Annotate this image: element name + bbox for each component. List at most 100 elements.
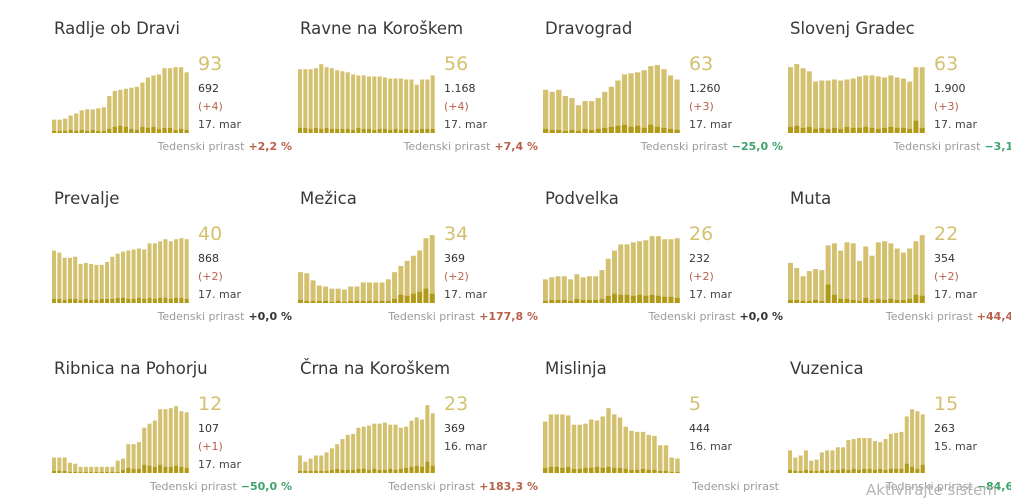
active-cases: 15 xyxy=(934,393,959,415)
new-cases-bar xyxy=(894,127,900,133)
active-bar xyxy=(430,413,435,473)
active-bar xyxy=(583,423,588,473)
new-cases-bar xyxy=(360,300,366,303)
active-bar xyxy=(602,91,608,133)
active-bar xyxy=(341,289,347,303)
new-cases-bar xyxy=(174,465,179,473)
new-cases-bar xyxy=(883,469,888,473)
new-cases-bar xyxy=(351,129,356,133)
active-bar xyxy=(813,81,819,133)
new-cases-bar xyxy=(648,124,654,133)
new-cases-bar xyxy=(409,466,414,473)
active-bar xyxy=(79,110,84,133)
active-bar xyxy=(420,79,425,133)
active-bar xyxy=(831,243,837,303)
active-bar xyxy=(568,279,574,303)
new-cases-bar xyxy=(830,469,835,473)
active-bar xyxy=(167,68,173,133)
active-bar xyxy=(73,463,78,473)
active-bar xyxy=(308,458,313,473)
new-cases-bar xyxy=(888,298,894,303)
new-cases-bar xyxy=(425,461,430,473)
new-cases-bar xyxy=(298,127,303,133)
active-bar xyxy=(94,264,99,303)
new-cases-bar xyxy=(835,469,840,473)
new-cases-bar xyxy=(825,284,831,303)
active-bar xyxy=(99,264,104,303)
new-cases-bar xyxy=(303,470,308,473)
weekly-growth: Tedenski prirast xyxy=(692,480,783,493)
new-cases-bar xyxy=(121,469,126,473)
active-bar xyxy=(813,269,819,303)
active-bar xyxy=(73,256,78,303)
new-cases-bar xyxy=(857,127,862,133)
active-bar xyxy=(825,80,831,133)
active-bar xyxy=(308,69,313,133)
active-bar xyxy=(162,68,167,133)
weekly-growth: Tedenski prirast−3,1 % xyxy=(894,140,1011,153)
active-bar xyxy=(621,74,628,133)
last-date: 17. mar xyxy=(198,288,241,301)
daily-change: (+3) xyxy=(689,100,714,113)
new-cases-bar xyxy=(819,300,825,303)
weekly-growth: Tedenski prirast +183,3 % xyxy=(388,480,538,493)
active-bar xyxy=(806,271,812,303)
new-cases-bar xyxy=(630,295,636,303)
new-cases-bar xyxy=(813,128,819,133)
new-cases-bar xyxy=(90,129,95,133)
active-bar xyxy=(110,256,115,303)
active-bar xyxy=(372,423,377,473)
new-cases-bar xyxy=(168,466,173,473)
municipality-name: Slovenj Gradec xyxy=(790,19,915,38)
active-bar xyxy=(560,414,565,473)
active-cases: 63 xyxy=(934,53,959,75)
active-bar xyxy=(118,89,123,133)
new-cases-bar xyxy=(582,128,588,133)
active-bar xyxy=(850,78,856,133)
last-date: 17. mar xyxy=(934,288,977,301)
active-bar xyxy=(857,260,862,303)
active-bar xyxy=(67,257,72,303)
new-cases-bar xyxy=(313,127,318,133)
active-bar xyxy=(393,424,398,473)
new-cases-bar xyxy=(569,129,575,133)
new-cases-bar xyxy=(303,127,308,133)
new-cases-bar xyxy=(184,129,189,133)
weekly-growth-label: Tedenski prirast xyxy=(157,310,245,323)
active-bar xyxy=(919,235,925,303)
municipality-name: Mislinja xyxy=(545,359,607,378)
active-bar xyxy=(793,457,798,473)
active-bar xyxy=(123,88,128,133)
active-bar xyxy=(382,77,387,133)
new-cases-bar xyxy=(814,470,819,473)
new-cases-bar xyxy=(803,469,808,473)
active-bar xyxy=(382,422,387,473)
new-cases-bar xyxy=(637,294,643,303)
new-cases-bar xyxy=(140,126,145,133)
active-bar xyxy=(67,462,72,473)
new-cases-bar xyxy=(809,470,814,473)
new-cases-bar xyxy=(99,471,104,473)
active-bar xyxy=(85,109,90,133)
new-cases-bar xyxy=(867,468,872,473)
active-bar xyxy=(404,426,409,473)
new-cases-bar xyxy=(819,469,824,473)
active-bar xyxy=(126,444,131,473)
active-bar xyxy=(303,69,308,133)
weekly-growth-label: Tedenski prirast xyxy=(885,480,973,493)
active-bar xyxy=(819,452,824,473)
municipality-card: Mislinja 5 444 16. mar Tedenski prirast xyxy=(543,343,783,503)
total-cases: 107 xyxy=(198,422,219,435)
active-bar xyxy=(574,274,580,303)
new-cases-bar xyxy=(151,126,156,133)
new-cases-bar xyxy=(404,128,409,133)
new-cases-bar xyxy=(674,297,680,303)
new-cases-bar xyxy=(129,128,134,133)
new-cases-bar xyxy=(158,464,163,473)
new-cases-bar xyxy=(112,126,117,133)
new-cases-bar xyxy=(57,298,62,303)
active-bar xyxy=(788,67,793,133)
total-cases: 1.900 xyxy=(934,82,966,95)
active-bar xyxy=(351,433,356,473)
active-bar xyxy=(882,77,888,133)
